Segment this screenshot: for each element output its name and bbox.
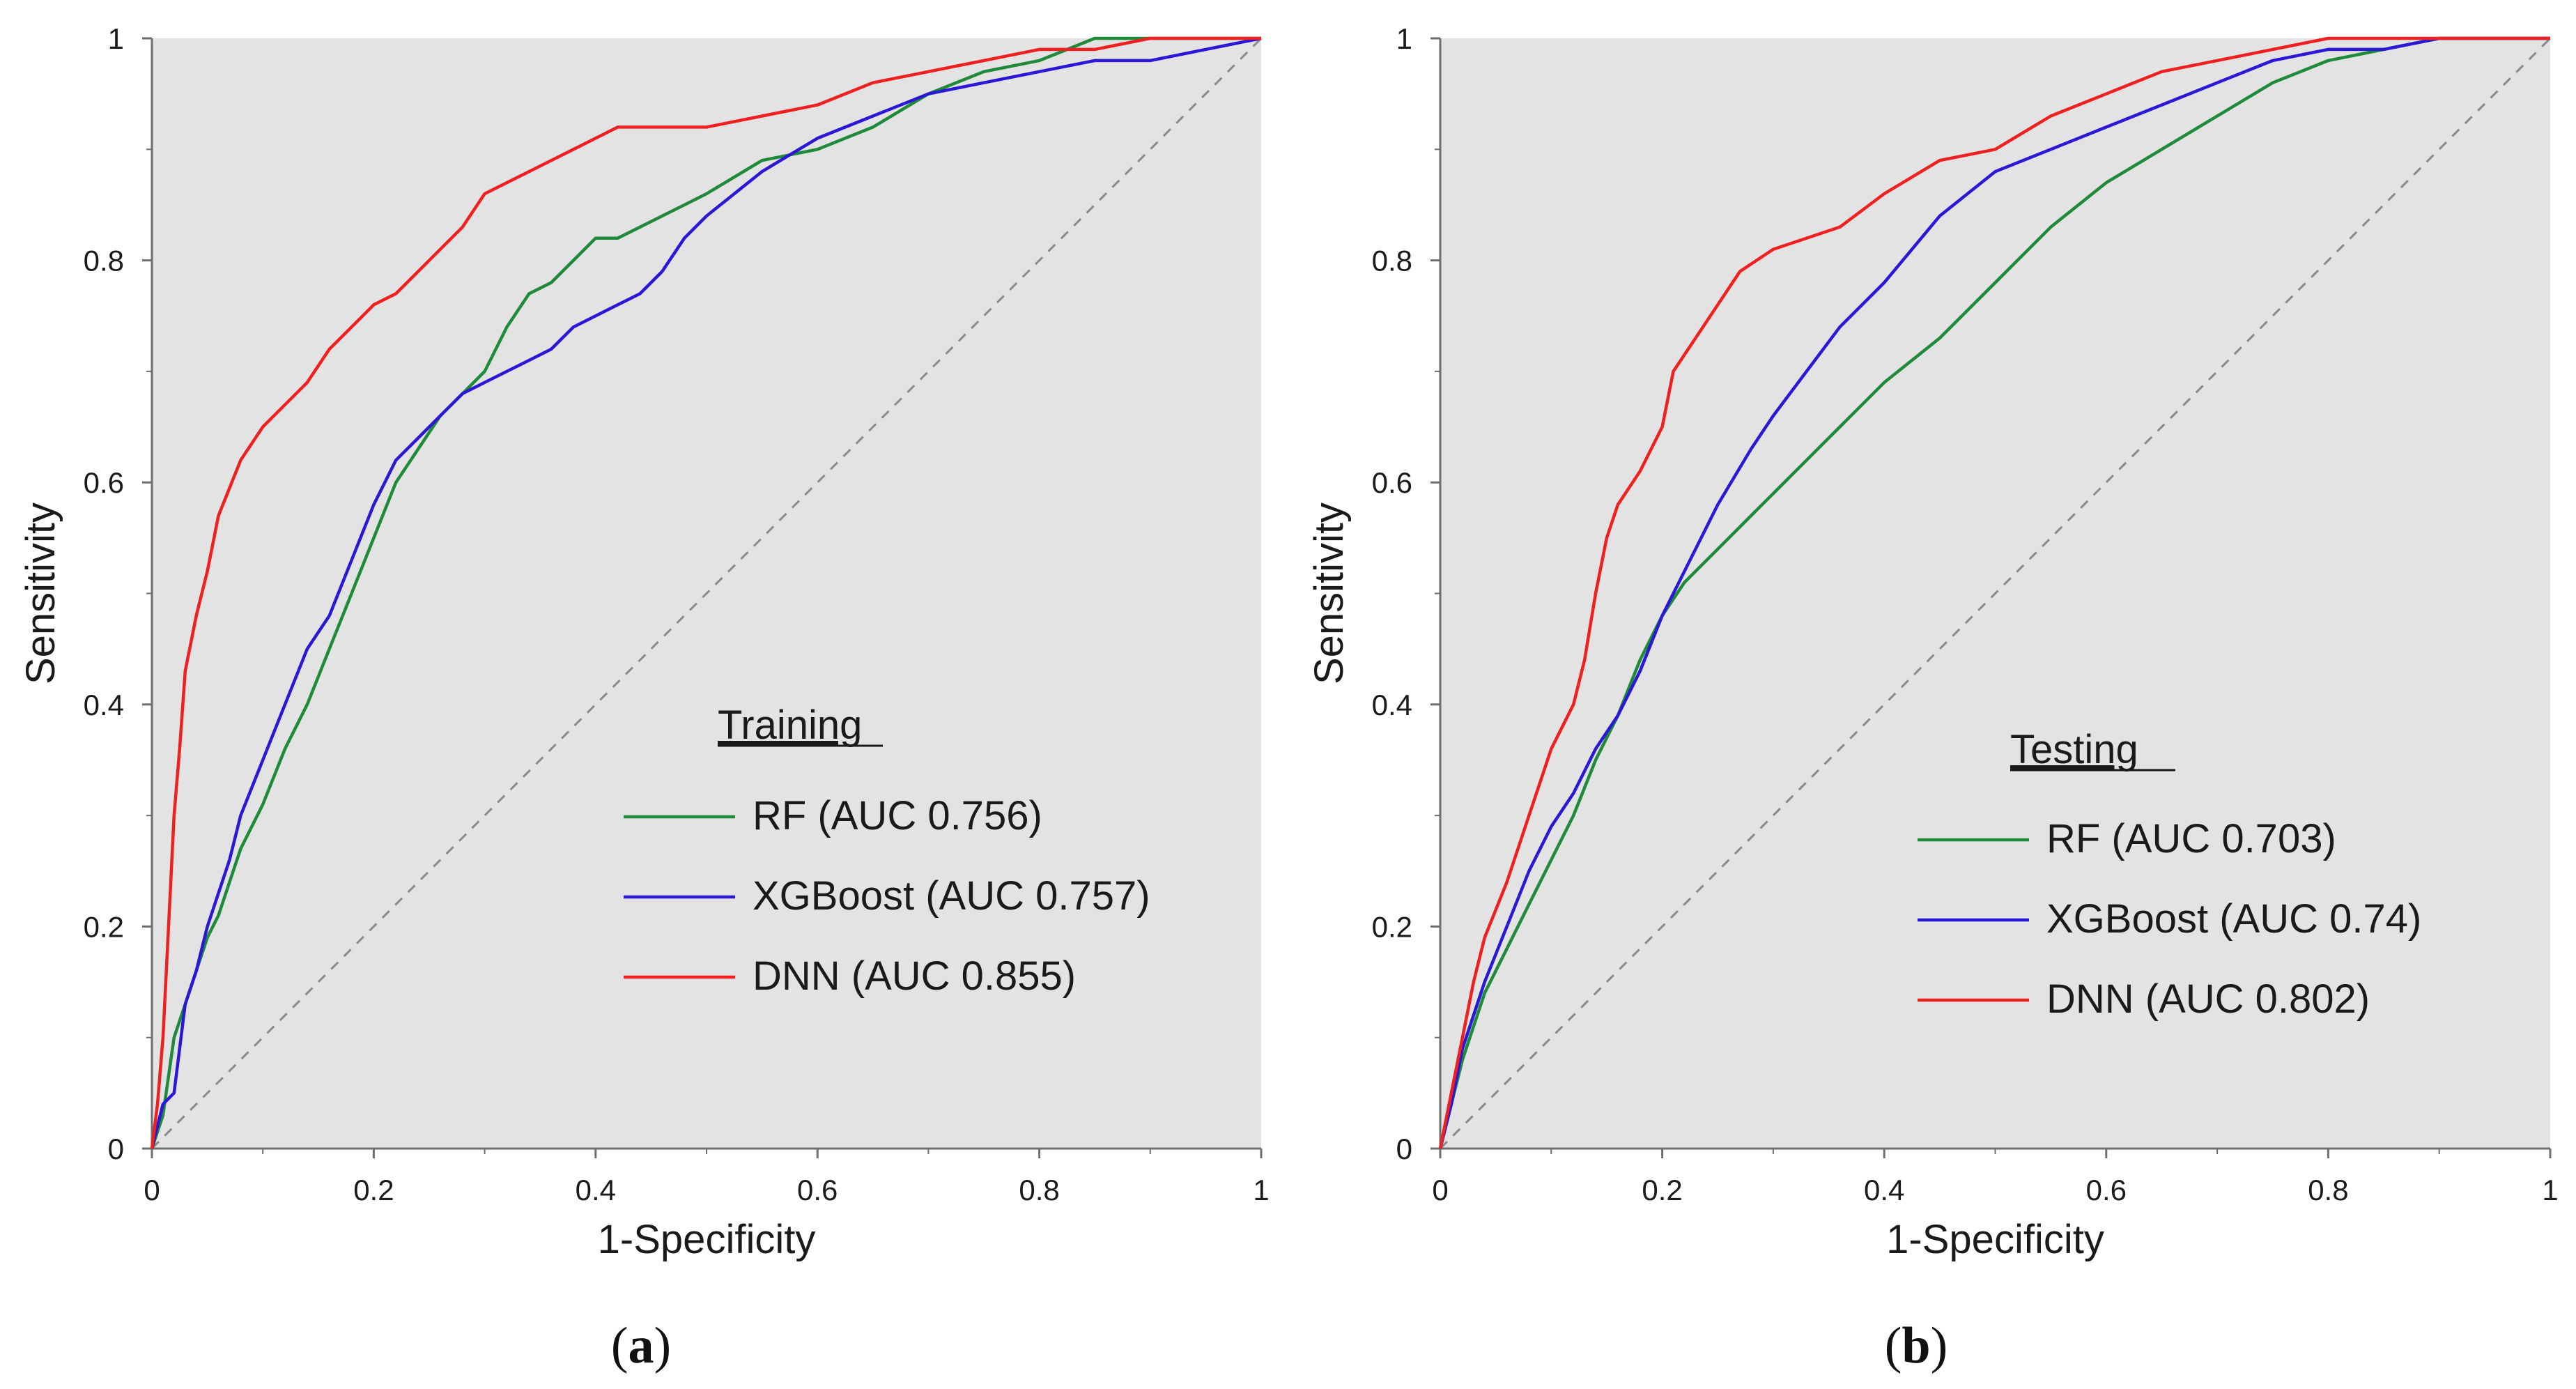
caption-open-paren: ( (611, 1317, 628, 1374)
caption-close-paren: ) (1931, 1317, 1948, 1374)
panel-caption: (b) (1885, 1317, 1948, 1374)
y-tick-label: 0 (1396, 1133, 1412, 1165)
series-line-dnn (150, 36, 1261, 1149)
x-tick-label: 0.4 (576, 1174, 616, 1206)
caption-letter: a (628, 1317, 654, 1374)
y-axis-label: Sensitivity (1306, 502, 1352, 684)
x-tick-label: 0 (1432, 1174, 1448, 1206)
y-tick-label: 1 (108, 22, 124, 55)
series-line-xgboost (150, 36, 1262, 1149)
y-tick-label: 0.8 (1372, 245, 1412, 277)
legend-title: Training (718, 703, 862, 748)
caption-close-paren: ) (654, 1317, 672, 1374)
x-tick-label: 0.2 (1642, 1174, 1682, 1206)
x-tick-label: 0 (144, 1174, 160, 1206)
series-line-xgboost (1438, 36, 2550, 1149)
x-tick-label: 0.6 (797, 1174, 838, 1206)
x-axis-label: 1-Specificity (1886, 1217, 2104, 1262)
y-tick-label: 0 (108, 1133, 124, 1165)
x-axis-label: 1-Specificity (598, 1217, 816, 1262)
y-tick-label: 0.2 (84, 910, 124, 943)
x-tick-label: 0.4 (1864, 1174, 1904, 1206)
legend-label-rf: RF (AUC 0.756) (753, 793, 1042, 838)
series-line-dnn (1438, 36, 2550, 1149)
legend-label-dnn: DNN (AUC 0.802) (2046, 976, 2370, 1022)
legend-label-xgboost: XGBoost (AUC 0.74) (2046, 896, 2421, 942)
y-tick-label: 0.6 (84, 466, 124, 499)
x-tick-label: 0.8 (1019, 1174, 1059, 1206)
y-tick-label: 0.2 (1372, 910, 1412, 943)
y-tick-label: 0.8 (84, 245, 124, 277)
reference-diagonal (1439, 37, 2552, 1150)
x-tick-label: 1 (1253, 1174, 1269, 1206)
reference-diagonal (151, 37, 1263, 1150)
caption-letter: b (1902, 1317, 1930, 1374)
legend-title: Testing (2010, 727, 2138, 772)
x-tick-label: 1 (2542, 1174, 2558, 1206)
y-tick-label: 1 (1396, 22, 1412, 55)
panel-caption: (a) (611, 1317, 671, 1374)
panel-b: 0 0.2 0.4 0.6 0.8 1 0 0.2 0.4 0.6 0.8 1 1-Specificit… (1306, 22, 2559, 1374)
y-tick-label: 0.4 (84, 689, 124, 721)
y-tick-label: 0.6 (1372, 466, 1412, 499)
series-line-rf (1438, 36, 2550, 1149)
y-axis-label: Sensitivity (18, 502, 63, 684)
x-tick-label: 0.8 (2308, 1174, 2348, 1206)
caption-open-paren: ( (1885, 1317, 1902, 1374)
legend-label-xgboost: XGBoost (AUC 0.757) (753, 873, 1150, 919)
panel-a: 0 0.2 0.4 0.6 0.8 1 0 0.2 0.4 0.6 0.8 1 1-Specificit… (18, 22, 1270, 1374)
x-tick-label: 0.6 (2086, 1174, 2127, 1206)
x-tick-label: 0.2 (353, 1174, 394, 1206)
legend-label-dnn: DNN (AUC 0.855) (753, 953, 1076, 999)
series-line-rf (150, 36, 1261, 1149)
y-tick-label: 0.4 (1372, 689, 1412, 721)
legend-label-rf: RF (AUC 0.703) (2046, 816, 2336, 861)
